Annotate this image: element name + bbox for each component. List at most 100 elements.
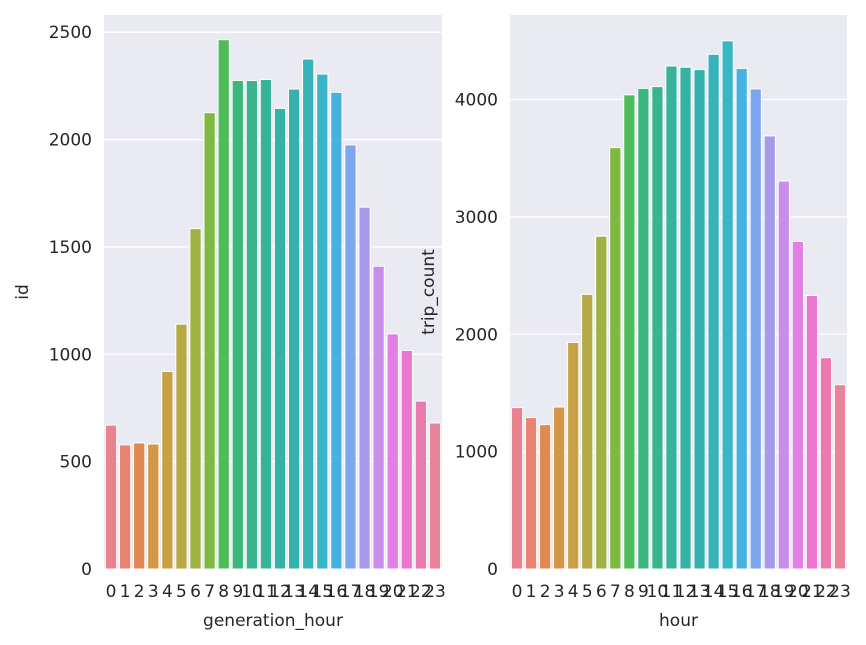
x-axis-label: hour: [659, 611, 698, 631]
bar-21: [400, 349, 413, 570]
x-tick-label: 11: [661, 582, 683, 602]
bar-18: [763, 135, 776, 570]
y-axis-label: trip_count: [419, 249, 439, 335]
plot-area: [104, 15, 442, 569]
x-tick-label: 9: [638, 582, 649, 602]
bar-12: [679, 66, 692, 570]
bar-13: [693, 69, 706, 570]
x-tick-label: 4: [568, 582, 579, 602]
bar-22: [819, 357, 833, 570]
bar-16: [735, 67, 748, 570]
x-tick-label: 3: [148, 582, 159, 602]
bar-16: [330, 91, 343, 570]
bar-19: [372, 265, 385, 570]
y-axis-label: id: [13, 284, 33, 300]
x-tick-label: 14: [703, 582, 725, 602]
x-tick-label: 19: [773, 582, 795, 602]
bar-17: [749, 88, 762, 570]
x-tick-label: 0: [106, 582, 117, 602]
y-tick-label: 0: [487, 560, 498, 580]
bar-11: [259, 78, 273, 570]
bar-20: [386, 333, 399, 570]
x-tick-label: 11: [255, 582, 277, 602]
bar-23: [833, 384, 847, 570]
x-tick-label: 21: [801, 582, 823, 602]
bar-10: [245, 79, 259, 570]
y-tick-label: 3000: [455, 208, 498, 228]
x-tick-label: 14: [297, 582, 319, 602]
x-tick-label: 21: [396, 582, 418, 602]
x-tick-label: 12: [269, 582, 291, 602]
plot-area: [510, 15, 847, 569]
bar-18: [358, 206, 371, 570]
bar-21: [805, 295, 819, 570]
x-tick-label: 17: [340, 582, 362, 602]
x-tick-label: 19: [368, 582, 390, 602]
x-tick-label: 2: [134, 582, 145, 602]
bar-6: [189, 228, 202, 570]
y-tick-label: 2500: [49, 23, 92, 43]
y-tick-label: 1500: [49, 238, 92, 258]
x-tick-label: 23: [829, 582, 851, 602]
x-tick-label: 18: [354, 582, 376, 602]
bar-15: [316, 73, 329, 570]
y-tick-label: 4000: [455, 91, 498, 111]
bar-15: [721, 40, 734, 570]
bar-1: [118, 444, 132, 570]
x-tick-label: 15: [311, 582, 333, 602]
x-tick-label: 16: [326, 582, 348, 602]
bar-2: [133, 442, 146, 570]
x-tick-label: 0: [512, 582, 523, 602]
x-tick-label: 8: [218, 582, 229, 602]
bar-3: [553, 406, 566, 570]
x-tick-label: 17: [745, 582, 767, 602]
y-tick-label: 2000: [49, 131, 92, 151]
bar-8: [623, 94, 636, 570]
x-tick-label: 1: [526, 582, 537, 602]
x-tick-label: 5: [176, 582, 187, 602]
y-tick-label: 1000: [455, 443, 498, 463]
bar-4: [161, 370, 174, 570]
y-tick-label: 0: [81, 560, 92, 580]
x-tick-label: 7: [610, 582, 621, 602]
x-tick-label: 6: [596, 582, 607, 602]
x-tick-label: 2: [540, 582, 551, 602]
x-tick-label: 20: [787, 582, 809, 602]
bar-1: [524, 417, 538, 570]
x-tick-label: 18: [759, 582, 781, 602]
bar-22: [414, 400, 428, 570]
x-tick-label: 10: [647, 582, 669, 602]
x-tick-label: 3: [554, 582, 565, 602]
x-tick-label: 13: [283, 582, 305, 602]
bar-13: [287, 88, 301, 570]
x-tick-label: 10: [241, 582, 263, 602]
bar-0: [510, 407, 524, 570]
bar-9: [231, 79, 244, 570]
bar-10: [651, 86, 664, 570]
bar-6: [595, 235, 608, 570]
x-tick-label: 7: [204, 582, 215, 602]
y-tick-label: 1000: [49, 345, 92, 365]
y-tick-label: 500: [60, 453, 92, 473]
x-axis-label: generation_hour: [203, 611, 343, 631]
bar-14: [302, 58, 315, 570]
x-tick-label: 15: [717, 582, 739, 602]
bar-7: [203, 112, 216, 570]
x-tick-label: 23: [424, 582, 446, 602]
bar-12: [273, 107, 287, 570]
bar-7: [609, 147, 622, 570]
x-tick-label: 4: [162, 582, 173, 602]
y-tick-label: 2000: [455, 325, 498, 345]
bar-8: [217, 39, 230, 570]
bar-2: [538, 424, 552, 570]
bar-20: [791, 241, 804, 570]
bar-3: [147, 443, 160, 570]
x-tick-label: 12: [675, 582, 697, 602]
bar-4: [567, 341, 580, 570]
x-tick-label: 22: [410, 582, 432, 602]
x-tick-label: 16: [731, 582, 753, 602]
bar-14: [707, 53, 720, 570]
